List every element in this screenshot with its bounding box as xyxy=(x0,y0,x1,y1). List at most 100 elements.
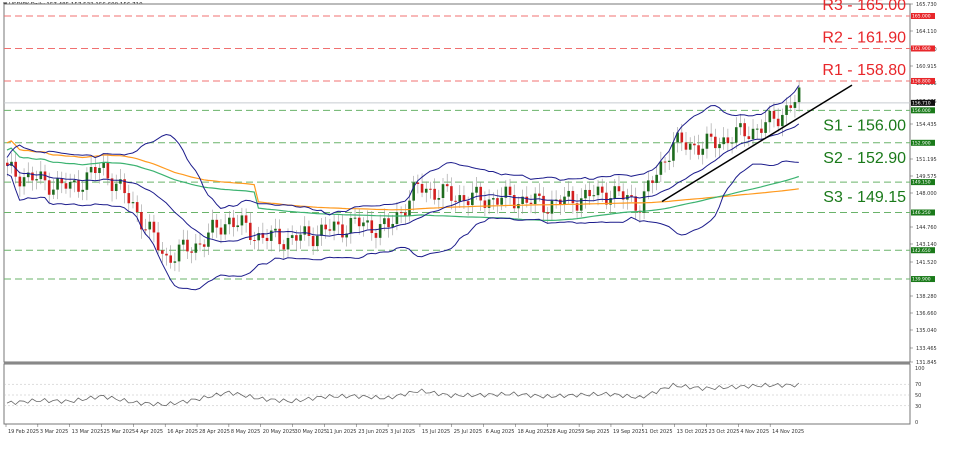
x-axis-tick: 16 Apr 2025 xyxy=(167,429,198,435)
candle xyxy=(776,118,780,127)
candle xyxy=(274,228,277,231)
candle xyxy=(316,235,319,247)
candle xyxy=(743,123,746,137)
price-tag xyxy=(911,45,935,52)
candle xyxy=(181,239,185,245)
candle xyxy=(772,110,776,119)
rsi-axis-tick: 30 xyxy=(915,404,921,410)
candle xyxy=(362,222,365,227)
candle xyxy=(131,202,135,204)
candle xyxy=(211,219,214,233)
candle xyxy=(646,180,650,192)
candle xyxy=(89,167,93,173)
candle xyxy=(119,179,122,184)
y-axis-tick: 159.295 xyxy=(916,81,937,87)
candle xyxy=(56,178,59,190)
x-axis-tick: 23 Oct 2025 xyxy=(708,429,739,435)
candle xyxy=(93,167,97,174)
candle xyxy=(458,195,462,202)
candle xyxy=(228,217,231,225)
candle xyxy=(240,215,244,226)
candle xyxy=(383,218,386,225)
candle xyxy=(734,127,738,143)
candle xyxy=(123,179,126,194)
candle xyxy=(491,198,495,200)
candle xyxy=(571,190,575,204)
candle xyxy=(630,195,633,197)
candle xyxy=(546,212,550,214)
candle xyxy=(693,143,696,146)
candle xyxy=(688,143,692,150)
candle xyxy=(429,188,432,190)
candle xyxy=(261,233,265,238)
bollinger-upper xyxy=(6,85,800,216)
candle xyxy=(559,199,562,205)
candle xyxy=(161,250,164,254)
candle xyxy=(248,222,252,241)
ascending-trendline[interactable] xyxy=(661,84,853,203)
y-axis-tick: 133.465 xyxy=(916,346,937,352)
current-price-tag xyxy=(911,99,935,106)
y-axis-tick: 164.110 xyxy=(916,29,937,35)
candle xyxy=(550,200,554,214)
candle xyxy=(508,186,512,196)
candle xyxy=(349,218,353,234)
candle xyxy=(198,243,202,245)
y-axis-tick: 154.435 xyxy=(916,122,937,128)
candle xyxy=(751,128,755,140)
candle xyxy=(324,224,327,230)
candle xyxy=(236,225,240,228)
candle xyxy=(617,186,621,192)
candle xyxy=(332,221,336,231)
candle xyxy=(22,177,26,187)
price-tag xyxy=(911,247,935,254)
candle xyxy=(265,237,269,241)
y-axis-tick: 148.000 xyxy=(916,191,937,197)
svg-text:156.000: 156.000 xyxy=(912,108,931,114)
candle xyxy=(793,102,797,108)
x-axis-tick: 28 Apr 2025 xyxy=(199,429,230,435)
x-axis-tick: 8 May 2025 xyxy=(231,429,260,435)
candle xyxy=(584,189,587,199)
candle xyxy=(18,176,22,187)
candle xyxy=(282,244,286,250)
candle xyxy=(336,221,340,225)
candle xyxy=(391,223,395,228)
candle xyxy=(286,237,290,250)
svg-text:142.650: 142.650 xyxy=(912,248,931,254)
candle xyxy=(370,220,374,234)
candle xyxy=(621,191,625,200)
price-tag xyxy=(911,77,935,84)
candle xyxy=(655,174,658,183)
candle xyxy=(567,190,570,197)
level-label-r3: R3 - 165.00 xyxy=(822,0,906,14)
rsi-line xyxy=(6,382,800,407)
candle xyxy=(186,239,189,252)
x-axis-tick: 4 Nov 2025 xyxy=(740,429,769,435)
candle xyxy=(244,215,248,223)
x-axis-tick: 11 Jun 2025 xyxy=(326,429,356,435)
candle xyxy=(374,233,378,238)
x-axis-tick: 4 Apr 2025 xyxy=(135,429,163,435)
candle xyxy=(52,189,55,195)
candle xyxy=(521,196,524,204)
candle xyxy=(408,200,411,217)
y-axis-tick: 135.040 xyxy=(916,328,937,334)
rsi-axis-tick: 100 xyxy=(915,366,925,372)
candle xyxy=(496,198,499,205)
candle xyxy=(667,160,671,162)
x-axis-tick: 9 Sep 2025 xyxy=(581,429,610,435)
candle xyxy=(357,217,361,227)
y-axis-tick: 131.845 xyxy=(916,360,937,366)
candle xyxy=(148,221,152,230)
candle xyxy=(575,203,579,211)
candle xyxy=(177,244,181,262)
candle xyxy=(77,180,80,192)
candle xyxy=(676,132,679,143)
candle xyxy=(433,188,436,200)
candle xyxy=(257,233,260,241)
candle xyxy=(39,171,43,180)
price-tag xyxy=(911,13,935,19)
candle xyxy=(500,197,503,205)
